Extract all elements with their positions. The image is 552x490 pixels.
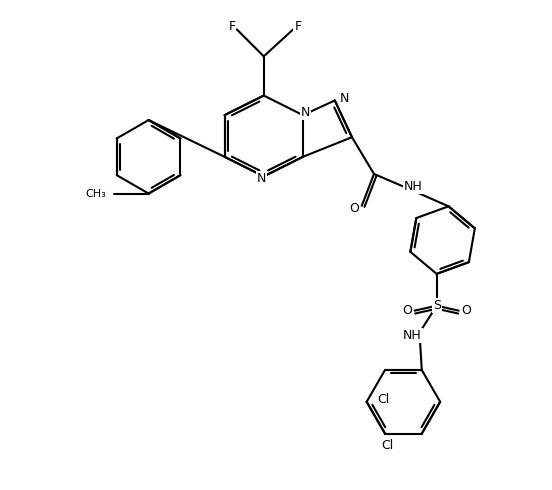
Text: Cl: Cl [381, 440, 394, 452]
Text: NH: NH [404, 180, 423, 193]
Text: Cl: Cl [378, 393, 390, 406]
Text: N: N [301, 106, 310, 119]
Text: CH₃: CH₃ [85, 189, 105, 198]
Text: N: N [340, 92, 349, 104]
Text: O: O [349, 202, 359, 215]
Text: F: F [229, 21, 236, 33]
Text: S: S [433, 299, 440, 312]
Text: O: O [461, 304, 471, 317]
Text: O: O [97, 187, 107, 200]
Text: NH: NH [403, 329, 422, 342]
Text: F: F [294, 21, 301, 33]
Text: O: O [402, 304, 412, 317]
Text: N: N [257, 172, 266, 185]
